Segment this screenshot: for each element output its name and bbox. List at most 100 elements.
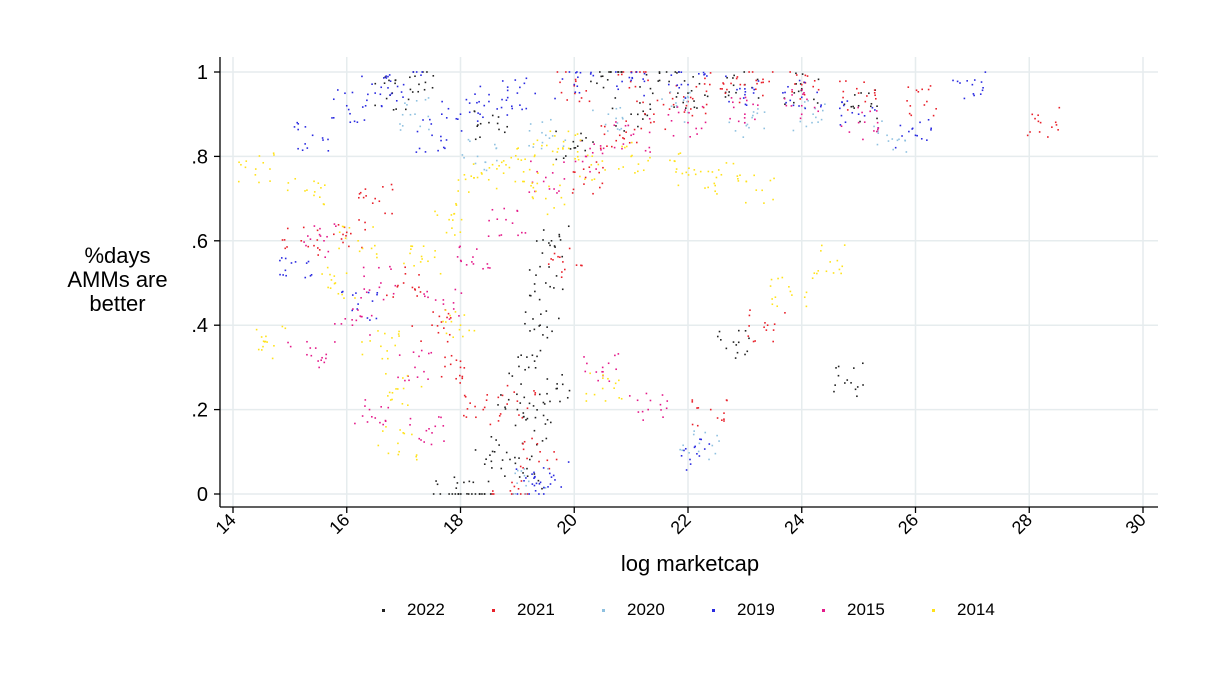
scatter-point	[972, 93, 975, 95]
scatter-point	[305, 262, 308, 264]
scatter-point	[556, 387, 558, 390]
scatter-point	[576, 85, 579, 88]
scatter-point	[394, 344, 397, 347]
scatter-point	[593, 393, 596, 396]
scatter-point	[394, 79, 397, 81]
scatter-point	[715, 176, 718, 179]
scatter-point	[556, 71, 559, 73]
scatter-point	[901, 135, 903, 137]
scatter-point	[371, 300, 374, 302]
scatter-point	[455, 202, 457, 205]
scatter-point	[806, 75, 809, 77]
scatter-point	[468, 329, 470, 332]
scatter-point	[926, 100, 928, 103]
scatter-point	[563, 161, 565, 163]
scatter-point	[380, 345, 382, 348]
scatter-point	[642, 101, 644, 104]
scatter-point	[752, 114, 754, 117]
scatter-point	[382, 186, 384, 188]
scatter-point	[381, 430, 384, 432]
scatter-point	[618, 397, 620, 399]
scatter-point	[615, 139, 618, 142]
scatter-point	[526, 493, 529, 495]
scatter-point	[454, 311, 457, 313]
scatter-point	[856, 386, 859, 388]
scatter-point	[545, 197, 547, 200]
scatter-point	[717, 169, 720, 171]
scatter-point	[319, 235, 322, 237]
scatter-point	[360, 296, 362, 299]
scatter-point	[684, 447, 687, 450]
scatter-point	[727, 94, 730, 97]
scatter-point	[648, 117, 651, 120]
scatter-point	[498, 415, 501, 417]
scatter-point	[506, 403, 508, 405]
scatter-point	[653, 121, 655, 123]
scatter-point	[413, 264, 415, 267]
scatter-point	[285, 274, 287, 277]
scatter-point	[575, 71, 577, 74]
scatter-point	[359, 191, 362, 194]
scatter-point	[262, 345, 264, 348]
scatter-point	[676, 72, 678, 74]
scatter-point	[283, 239, 286, 241]
axes	[214, 57, 1158, 513]
scatter-point	[746, 350, 749, 353]
scatter-point	[534, 393, 536, 396]
scatter-point	[506, 86, 509, 88]
scatter-point	[526, 356, 528, 358]
scatter-point	[356, 121, 359, 124]
scatter-point	[517, 356, 519, 358]
scatter-point	[456, 118, 459, 120]
scatter-point	[545, 437, 548, 440]
scatter-point	[624, 124, 627, 127]
scatter-point	[402, 96, 404, 98]
scatter-point	[567, 461, 570, 463]
scatter-point	[427, 352, 430, 355]
scatter-point	[692, 433, 695, 436]
scatter-point	[531, 483, 534, 485]
scatter-point	[305, 244, 307, 247]
scatter-point	[576, 151, 579, 153]
scatter-point	[545, 282, 547, 284]
scatter-point	[649, 151, 651, 153]
scatter-point	[385, 77, 388, 79]
scatter-point	[448, 493, 450, 495]
scatter-point	[595, 371, 598, 373]
scatter-point	[789, 290, 792, 293]
scatter-point	[561, 383, 564, 386]
scatter-point	[526, 467, 528, 470]
scatter-point	[480, 172, 483, 174]
scatter-point	[371, 415, 373, 418]
scatter-point	[562, 140, 565, 143]
scatter-point	[392, 296, 395, 298]
scatter-point	[745, 124, 748, 127]
scatter-point	[237, 180, 240, 183]
scatter-point	[785, 101, 787, 104]
scatter-point	[420, 349, 423, 352]
scatter-point	[487, 266, 489, 269]
scatter-point	[522, 170, 525, 173]
scatter-point	[698, 82, 701, 85]
scatter-point	[412, 351, 415, 354]
scatter-point	[720, 173, 723, 176]
scatter-point	[323, 184, 326, 187]
scatter-point	[415, 71, 418, 73]
scatter-point	[445, 231, 448, 234]
scatter-point	[670, 105, 673, 108]
scatter-point	[771, 71, 774, 73]
scatter-point	[341, 225, 344, 228]
scatter-point	[319, 227, 321, 230]
scatter-point	[465, 416, 468, 418]
scatter-point	[402, 83, 405, 86]
scatter-point	[497, 404, 499, 406]
scatter-point	[433, 256, 436, 259]
scatter-point	[595, 161, 598, 163]
scatter-point	[568, 71, 571, 73]
scatter-point	[797, 90, 800, 93]
scatter-point	[333, 275, 336, 277]
scatter-point	[599, 186, 601, 189]
scatter-point	[334, 341, 336, 343]
scatter-point	[522, 448, 525, 451]
scatter-point	[483, 493, 486, 495]
